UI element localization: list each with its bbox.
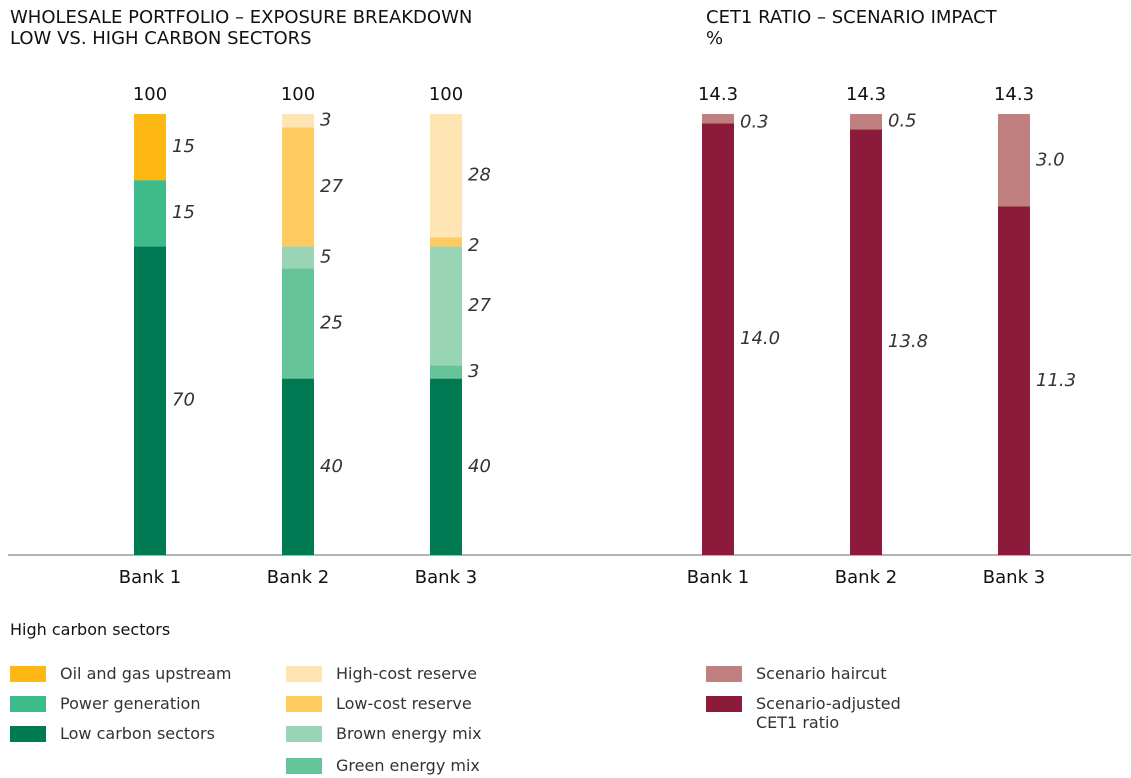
bar-segment xyxy=(430,114,462,238)
value-label: 14.0 xyxy=(740,328,780,349)
value-label: 3 xyxy=(320,110,331,131)
legend-item: Scenario-adjusted CET1 ratio xyxy=(706,694,926,732)
legend-swatch xyxy=(10,696,46,712)
legend-swatch xyxy=(706,696,742,712)
x-tick-label: Bank 2 xyxy=(835,567,897,588)
x-tick-label: Bank 3 xyxy=(415,567,477,588)
legend-label: Scenario-adjusted CET1 ratio xyxy=(756,694,901,732)
bar-segment xyxy=(850,114,882,130)
value-label: 15 xyxy=(172,202,195,223)
value-label: 11.3 xyxy=(1036,370,1076,391)
value-label: 15 xyxy=(172,136,195,157)
chart-subtitle: LOW VS. HIGH CARBON SECTORS xyxy=(10,28,312,49)
chart-subtitle: % xyxy=(706,28,723,49)
legend-swatch xyxy=(10,666,46,682)
bar-segment xyxy=(134,114,166,181)
bar-segment xyxy=(702,123,734,556)
legend-label: High-cost reserve xyxy=(336,664,477,683)
bar-segment xyxy=(430,237,462,247)
legend-swatch xyxy=(286,666,322,682)
bar-segment xyxy=(134,246,166,556)
bar-segment xyxy=(282,268,314,379)
legend-label: Green energy mix xyxy=(336,756,480,775)
chart-title: WHOLESALE PORTFOLIO – EXPOSURE BREAKDOWN xyxy=(10,7,472,28)
bar-segment xyxy=(282,114,314,128)
bar-segment xyxy=(998,206,1030,555)
bar-segment xyxy=(430,365,462,379)
legend-swatch xyxy=(286,696,322,712)
bar-segment xyxy=(702,114,734,124)
legend-label: Low carbon sectors xyxy=(60,724,215,743)
value-label: 40 xyxy=(320,456,343,477)
total-label: 14.3 xyxy=(846,84,886,105)
legend-item: Scenario haircut xyxy=(706,664,926,683)
total-label: 100 xyxy=(429,84,463,105)
total-label: 14.3 xyxy=(698,84,738,105)
legend-label: Low-cost reserve xyxy=(336,694,472,713)
value-label: 0.5 xyxy=(888,111,917,132)
value-label: 27 xyxy=(468,295,491,316)
legend-item: Green energy mix xyxy=(286,756,546,775)
value-label: 25 xyxy=(320,312,343,333)
total-label: 100 xyxy=(133,84,167,105)
bar-segment xyxy=(282,246,314,269)
value-label: 2 xyxy=(468,235,479,256)
value-label: 3 xyxy=(468,361,479,382)
x-tick-label: Bank 1 xyxy=(687,567,749,588)
x-tick-label: Bank 3 xyxy=(983,567,1045,588)
legend-item: Brown energy mix xyxy=(286,724,546,743)
chart-title: CET1 RATIO – SCENARIO IMPACT xyxy=(706,7,998,28)
bar-segment xyxy=(430,246,462,366)
x-tick-label: Bank 1 xyxy=(119,567,181,588)
value-label: 28 xyxy=(468,165,491,186)
legend-item: Low carbon sectors xyxy=(10,724,270,743)
value-label: 40 xyxy=(468,456,491,477)
total-label: 14.3 xyxy=(994,84,1034,105)
legend-label: Oil and gas upstream xyxy=(60,664,232,683)
bar-segment xyxy=(134,180,166,247)
legend-swatch xyxy=(286,758,322,774)
bar-segment xyxy=(430,378,462,555)
legend-label: Brown energy mix xyxy=(336,724,482,743)
legend-swatch xyxy=(10,726,46,742)
value-label: 70 xyxy=(172,390,195,411)
legend-label: Scenario haircut xyxy=(756,664,887,683)
total-label: 100 xyxy=(281,84,315,105)
bar-segment xyxy=(998,114,1030,207)
legend-label: Power generation xyxy=(60,694,201,713)
value-label: 5 xyxy=(320,246,331,267)
bar-segment xyxy=(282,378,314,555)
value-label: 13.8 xyxy=(888,331,928,352)
legend-item: Power generation xyxy=(10,694,270,713)
x-tick-label: Bank 2 xyxy=(267,567,329,588)
bar-segment xyxy=(850,129,882,555)
value-label: 0.3 xyxy=(740,112,769,133)
value-label: 3.0 xyxy=(1036,149,1065,170)
legend-swatch xyxy=(706,666,742,682)
value-label: 27 xyxy=(320,176,343,197)
legend-title: High carbon sectors xyxy=(10,620,171,639)
legend-item: High-cost reserve xyxy=(286,664,546,683)
legend-swatch xyxy=(286,726,322,742)
legend-item: Low-cost reserve xyxy=(286,694,546,713)
bar-segment xyxy=(282,127,314,247)
legend-item: Oil and gas upstream xyxy=(10,664,270,683)
